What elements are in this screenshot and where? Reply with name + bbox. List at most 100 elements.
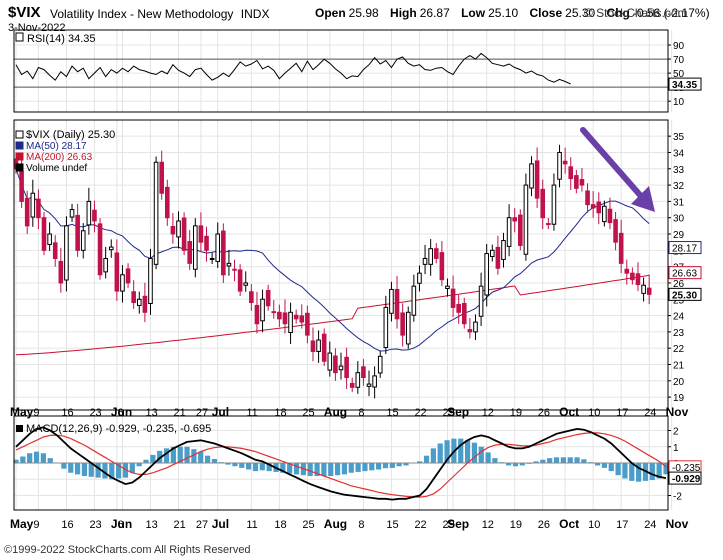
candle <box>226 262 232 267</box>
price-ma200-price-tag <box>668 266 702 280</box>
price-x-label: 9 <box>33 407 39 419</box>
macd-histogram-bar <box>61 463 67 469</box>
macd-histogram-bar <box>334 463 341 476</box>
macd-histogram-bar <box>81 463 88 476</box>
macd-tick-label: 2 <box>673 427 679 438</box>
price-legend-entry: $VIX (Daily) 25.30 <box>26 129 115 141</box>
price-x-label: 26 <box>538 407 550 419</box>
candle <box>607 208 613 224</box>
macd-histogram-bar <box>307 463 313 476</box>
macd-x-label: 25 <box>302 519 314 531</box>
macd-histogram-bar <box>444 440 450 463</box>
macd-x-label: 18 <box>274 519 286 531</box>
macd-histogram-bar <box>170 446 176 463</box>
candle <box>148 257 153 304</box>
macd-frame <box>13 415 669 511</box>
macd-histogram-bar <box>232 463 238 467</box>
candle <box>103 257 108 273</box>
candle <box>596 201 602 214</box>
price-x-label: Jul <box>212 405 229 419</box>
macd-histogram-bar <box>157 450 163 463</box>
candle <box>422 257 428 265</box>
price-x-label: 15 <box>386 407 398 419</box>
high-value: 26.87 <box>419 6 450 20</box>
macd-histogram-bar <box>204 455 211 463</box>
candle <box>523 184 529 255</box>
candle <box>484 253 489 296</box>
macd-x-label: 23 <box>89 519 101 531</box>
macd-histogram-bar <box>389 463 395 468</box>
macd-histogram-bar <box>506 463 512 466</box>
macd-histogram-bar <box>280 463 286 473</box>
exchange-label: INDX <box>240 7 270 21</box>
macd-histogram-bar <box>553 457 560 463</box>
candle <box>445 285 450 289</box>
price-x-label: 6 <box>117 407 123 419</box>
macd-histogram-bar <box>293 463 300 475</box>
candle <box>254 304 260 325</box>
price-x-label: Aug <box>324 405 347 419</box>
candle <box>579 179 585 186</box>
price-x-label: Sep <box>447 405 469 419</box>
candle <box>260 298 265 322</box>
price-tick-label: 24 <box>673 312 685 323</box>
macd-x-label: 10 <box>588 519 600 531</box>
price-legend-icon <box>15 163 24 172</box>
candle <box>405 311 411 345</box>
macd-x-label: 17 <box>616 519 628 531</box>
price-x-label: 10 <box>588 407 600 419</box>
macd-x-label: 15 <box>386 519 398 531</box>
macd-x-label: 13 <box>145 519 157 531</box>
macd-x-label: Oct <box>559 517 579 531</box>
macd-histogram-bar <box>27 453 33 463</box>
macd-tick-label: -2 <box>673 492 682 503</box>
rsi-line <box>15 52 571 85</box>
macd-histogram-bar <box>355 463 361 472</box>
candle <box>562 160 568 165</box>
macd-histogram-bar <box>266 463 272 472</box>
candle <box>19 171 24 202</box>
candle <box>512 217 518 222</box>
candle <box>417 272 422 284</box>
macd-line <box>15 426 667 501</box>
macd-x-label: Jun <box>111 517 132 531</box>
rsi-tick-label: 50 <box>673 69 685 80</box>
candle <box>131 291 136 304</box>
candle <box>551 184 557 225</box>
candle <box>411 285 417 316</box>
ohlc-summary: Open 25.98 High 26.87 Low 25.10 Close 25.30 … <box>315 6 710 20</box>
candle <box>125 268 131 284</box>
rsi-legend: RSI(14) 34.35 <box>27 33 95 45</box>
macd-legend-icon <box>16 425 23 432</box>
candle <box>159 161 164 194</box>
macd-histogram-bar <box>116 463 122 479</box>
price-legend-icon <box>15 152 24 161</box>
price-x-label: 11 <box>246 407 257 419</box>
price-close-price-tag <box>668 287 702 301</box>
ma200-line <box>15 274 650 356</box>
macd-histogram-bar <box>663 463 669 475</box>
candle <box>618 232 624 264</box>
macd-x-label: Aug <box>324 517 347 531</box>
candle <box>344 356 349 379</box>
candle <box>506 217 512 247</box>
macd-histogram-bar <box>649 463 655 481</box>
candle <box>383 306 389 349</box>
price-x-label: 13 <box>145 407 157 419</box>
candle <box>546 223 551 226</box>
macd-histogram-bar <box>581 459 587 463</box>
candle <box>349 382 355 388</box>
macd-histogram-bar <box>601 463 608 468</box>
candle <box>590 204 596 209</box>
macd-histogram-bar <box>314 463 320 476</box>
price-x-label: 22 <box>414 407 426 419</box>
open-value: 25.98 <box>348 6 379 20</box>
price-x-label: 8 <box>358 407 364 419</box>
candle <box>277 311 282 320</box>
candle <box>534 160 540 199</box>
candle <box>321 333 327 362</box>
macd-histogram-bar <box>198 451 204 463</box>
candle <box>164 186 170 219</box>
